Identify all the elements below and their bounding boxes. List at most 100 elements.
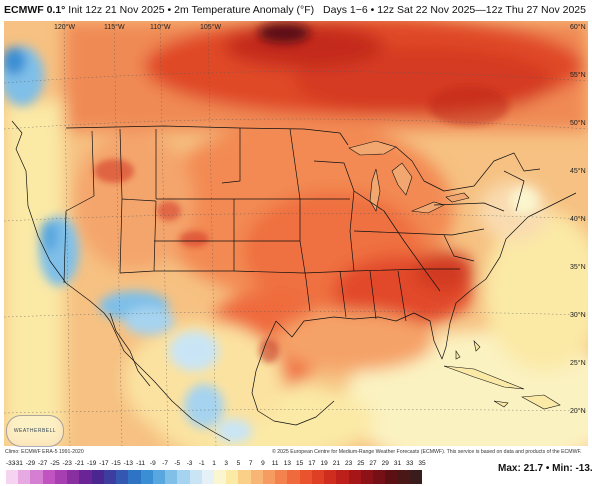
colorbar-tick-label: -21 <box>74 460 85 467</box>
lat-label-55n: 55°N <box>570 71 586 79</box>
model-name: ECMWF 0.1° <box>4 4 66 16</box>
colorbar-swatch <box>79 470 92 484</box>
caribbean-islands <box>443 340 561 410</box>
lat-label-60n: 60°N <box>570 23 586 31</box>
min-value: -13.3 <box>575 463 592 474</box>
colorbar-swatch <box>91 470 104 484</box>
cool-anomalies <box>4 23 538 443</box>
colorbar-tick-label: -17 <box>99 460 109 467</box>
climo-note: Climo: ECMWF ERA-5 1991-2020 <box>5 449 84 455</box>
colorbar-tick-label: -1 <box>198 460 205 467</box>
max-label: Max: <box>498 463 521 474</box>
colorbar-swatch <box>287 470 300 484</box>
colorbar-tick-label: -33 <box>6 460 16 467</box>
warm-spots <box>94 86 509 363</box>
colorbar-tick-label: -25 <box>50 460 60 467</box>
colorbar-swatch <box>67 470 80 484</box>
lat-label-35n: 35°N <box>570 263 586 271</box>
colorbar-swatch <box>103 470 117 484</box>
min-label: Min: <box>552 463 573 474</box>
copyright-note: © 2025 European Centre for Medium-Range … <box>272 449 582 455</box>
colorbar-tick-label: 35 <box>418 460 426 467</box>
colorbar-swatch <box>140 470 153 484</box>
colorbar-tick-label: 25 <box>357 460 365 467</box>
colorbar-tick-label: -7 <box>162 460 168 467</box>
init-time: Init 12z 21 Nov 2025 <box>68 4 165 16</box>
lat-label-30n: 30°N <box>570 311 586 319</box>
colorbar-tick-label: 5 <box>236 460 241 467</box>
lon-label-120w: 120°W <box>54 23 75 31</box>
colorbar-swatch <box>30 470 43 484</box>
lat-label-45n: 45°N <box>570 167 586 175</box>
weatherbell-logo: WEATHERBELL <box>6 415 64 447</box>
colorbar-tick-label: -27 <box>38 460 48 467</box>
colorbar-tick-label: -15 <box>111 460 121 467</box>
valid-period: Days 1−6 • 12z Sat 22 Nov 2025—12z Thu 2… <box>323 4 586 16</box>
colorbar-swatch <box>250 470 263 484</box>
colorbar-swatch <box>54 470 68 484</box>
map-borders <box>11 120 577 442</box>
colorbar-swatch <box>385 470 398 484</box>
lat-label-40n: 40°N <box>570 215 586 223</box>
colorbar-swatch <box>213 470 227 484</box>
colorbar-swatch <box>360 470 374 484</box>
colorbar-swatch <box>177 470 190 484</box>
colorbar-tick-label: 19 <box>320 460 328 467</box>
colorbar-swatch <box>238 470 251 484</box>
colorbar-tick-label: -19 <box>86 460 97 467</box>
colorbar-swatch <box>201 470 214 484</box>
colorbar-tick-label: 27 <box>369 460 377 467</box>
colorbar-tick-label: -29 <box>25 460 36 467</box>
colorbar-tick-label: -3 <box>186 460 193 467</box>
lakes <box>348 140 470 214</box>
colorbar-tick-label: -31 <box>13 460 23 467</box>
colorbar-tick-label: -23 <box>62 460 72 467</box>
colorbar-tick-label: -13 <box>123 460 134 467</box>
lon-label-110w: 110°W <box>150 23 171 31</box>
colorbar-swatch <box>324 470 337 484</box>
colorbar-tick-label: 15 <box>296 460 304 467</box>
colorbar-tick-label: 13 <box>283 460 292 467</box>
colorbar-tick-label: 33 <box>406 460 414 467</box>
colorbar-tick-label: 29 <box>381 460 389 467</box>
colorbar-swatch <box>6 470 19 484</box>
header-title: ECMWF 0.1° Init 12z 21 Nov 2025 • 2m Tem… <box>4 0 314 21</box>
colorbar-tick-label: 3 <box>224 460 229 467</box>
colorbar-swatch <box>409 470 422 484</box>
max-min-stats: Max: 21.7 • Min: -13.3 <box>498 463 592 474</box>
colorbar-swatch <box>262 470 276 484</box>
colorbar-swatches <box>6 470 422 484</box>
colorbar: -33 -31 -29 -27 -25 -23 -21 -19 -17 -15 -13 -11 -9 -7… <box>6 460 426 486</box>
colorbar-tick-label: -9 <box>149 460 156 467</box>
graticule <box>4 21 588 446</box>
colorbar-swatch <box>189 470 202 484</box>
colorbar-swatch <box>18 470 31 484</box>
colorbar-swatch <box>397 470 410 484</box>
colorbar-swatch <box>165 470 178 484</box>
colorbar-tick-label: -11 <box>136 460 146 467</box>
colorbar-labels: -33 -31 -29 -27 -25 -23 -21 -19 -17 -15 -13 -11 -9 -7… <box>6 460 426 469</box>
header: ECMWF 0.1° Init 12z 21 Nov 2025 • 2m Tem… <box>0 0 592 21</box>
header-separator: • <box>167 4 172 16</box>
lat-label-20n: 20°N <box>570 407 586 415</box>
footer: Climo: ECMWF ERA-5 1991-2020 © 2025 Euro… <box>0 447 592 459</box>
colorbar-swatch <box>116 470 129 484</box>
stats-separator: • <box>545 463 550 474</box>
colorbar-tick-label: 21 <box>332 460 340 467</box>
colorbar-tick-label: 31 <box>393 460 402 467</box>
colorbar-swatch <box>275 470 288 484</box>
colorbar-swatch <box>42 470 55 484</box>
colorbar-swatch <box>226 470 239 484</box>
colorbar-swatch <box>348 470 361 484</box>
colorbar-tick-label: 7 <box>248 460 253 467</box>
lat-label-50n: 50°N <box>570 119 586 127</box>
colorbar-swatch <box>373 470 386 484</box>
colorbar-tick-label: 9 <box>261 460 265 467</box>
colorbar-tick-label: -5 <box>174 460 181 467</box>
lon-label-115w: 115°W <box>104 23 125 31</box>
colorbar-swatch <box>336 470 349 484</box>
colorbar-tick-label: 23 <box>344 460 353 467</box>
max-value: 21.7 <box>523 463 544 474</box>
lon-label-105w: 105°W <box>200 23 221 31</box>
